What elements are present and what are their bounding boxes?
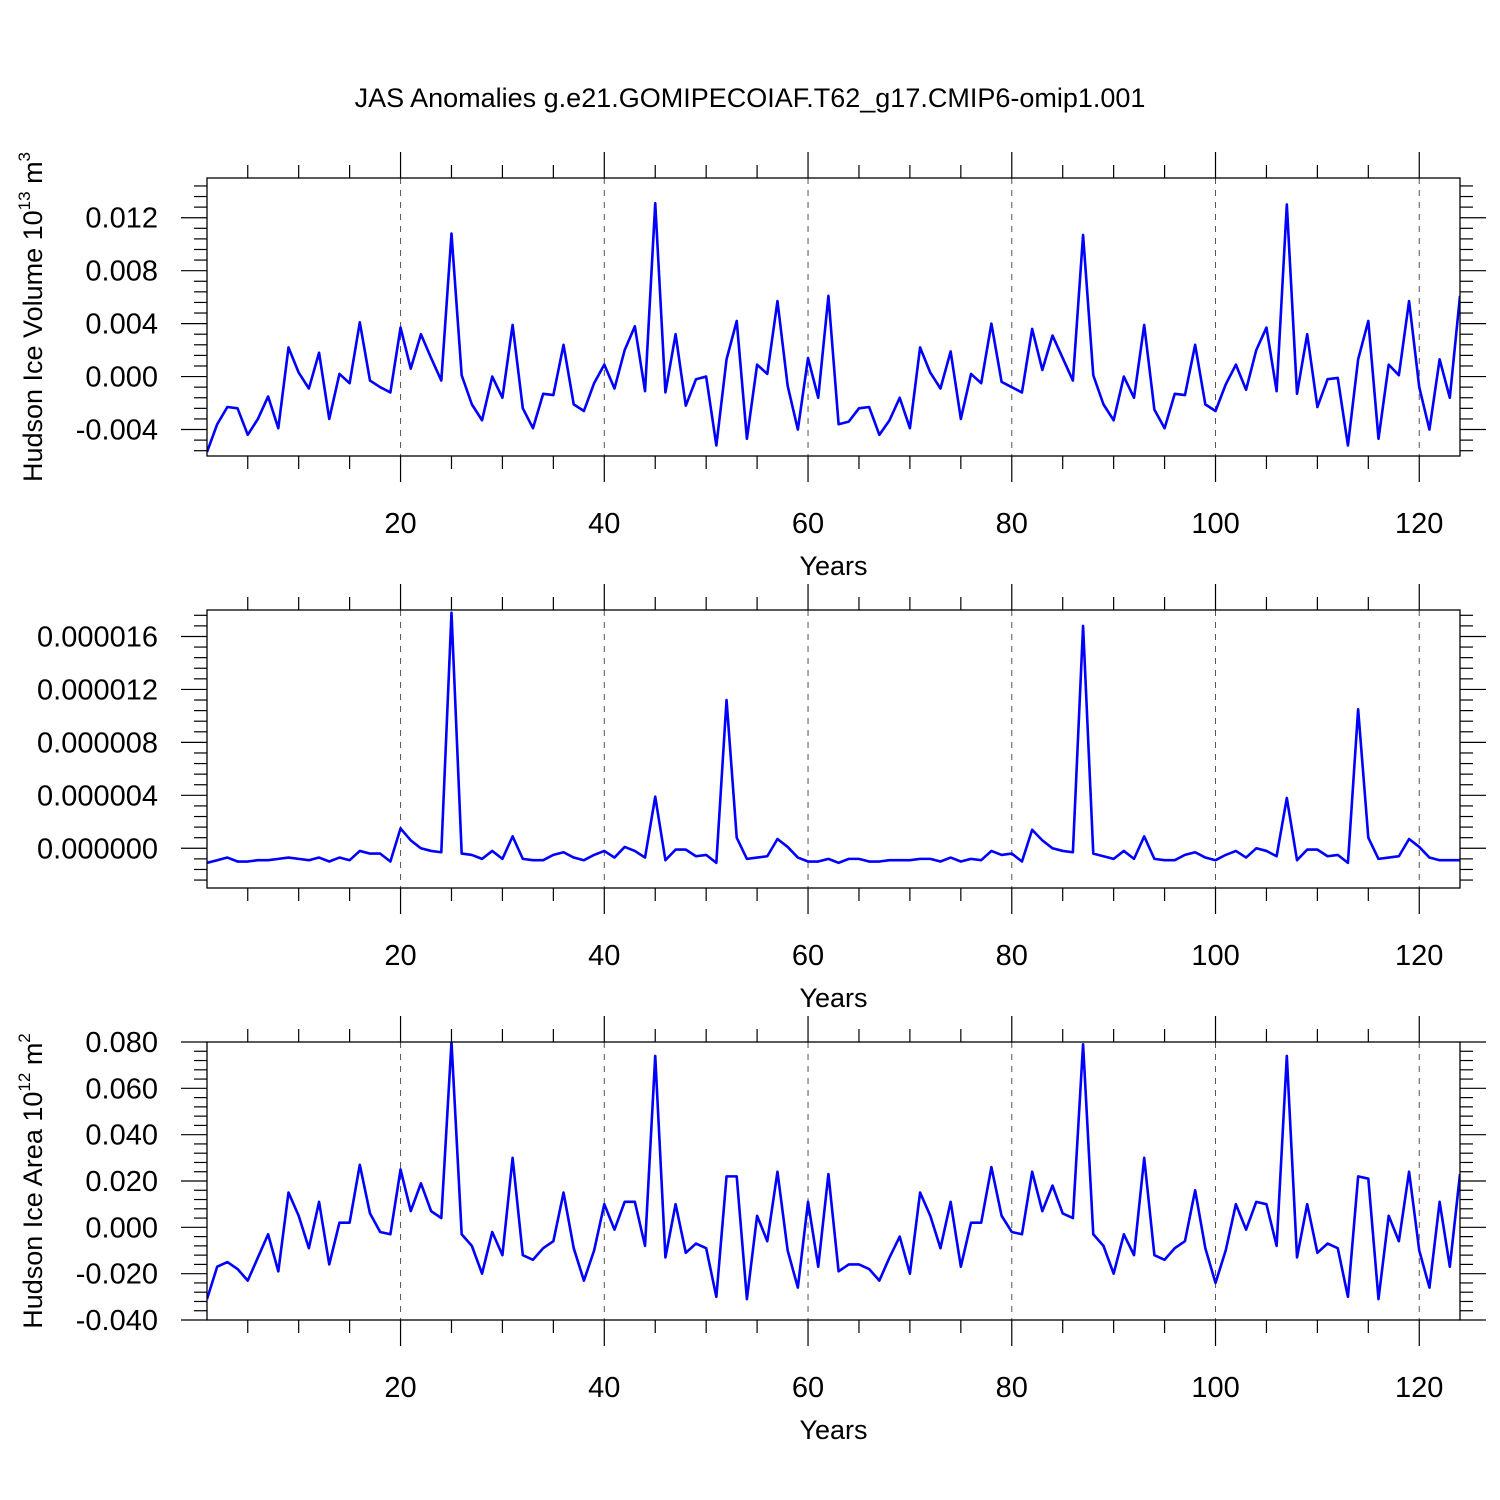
x-tick-label: 100 (1191, 1372, 1239, 1404)
y-tick-label: 0.080 (85, 1027, 158, 1059)
y-axis-title-part: m (18, 161, 48, 191)
x-tick-label: 20 (384, 1372, 416, 1404)
y-axis-title-superscript: 2 (15, 1033, 34, 1042)
x-axis-title: Years (799, 983, 867, 1013)
y-tick-label: 0.020 (85, 1166, 158, 1198)
y-tick-label: 0.012 (85, 203, 158, 235)
x-tick-label: 60 (792, 1372, 824, 1404)
x-tick-label: 80 (996, 1372, 1028, 1404)
y-tick-label: -0.040 (76, 1305, 158, 1337)
x-tick-label: 40 (588, 508, 620, 540)
x-tick-label: 60 (792, 508, 824, 540)
x-tick-label: 100 (1191, 940, 1239, 972)
y-tick-label: 0.008 (85, 256, 158, 288)
figure-title: JAS Anomalies g.e21.GOMIPECOIAF.T62_g17.… (355, 83, 1146, 113)
y-tick-label: 0.000000 (37, 833, 158, 865)
y-tick-label: -0.004 (76, 415, 158, 447)
x-tick-label: 120 (1395, 940, 1443, 972)
x-tick-label: 40 (588, 940, 620, 972)
x-tick-label: 80 (996, 940, 1028, 972)
y-tick-label: 0.004 (85, 309, 158, 341)
y-axis-title-part: Hudson Ice Area 10 (18, 1092, 48, 1329)
y-tick-label: 0.000 (85, 1212, 158, 1244)
y-axis-title-part: Hudson Ice Volume 10 (18, 210, 48, 482)
y-tick-label: 0.000016 (37, 621, 158, 653)
x-tick-label: 60 (792, 940, 824, 972)
y-tick-label: 0.060 (85, 1073, 158, 1105)
y-tick-label: 0.000 (85, 362, 158, 394)
y-axis-title-superscript: 13 (15, 191, 34, 210)
x-axis-title: Years (799, 551, 867, 581)
y-axis-title-superscript: 12 (15, 1073, 34, 1092)
y-tick-label: 0.000012 (37, 674, 158, 706)
y-tick-label: 0.000008 (37, 727, 158, 759)
x-tick-label: 20 (384, 508, 416, 540)
y-tick-label: 0.000004 (37, 780, 158, 812)
x-axis-title: Years (799, 1415, 867, 1445)
x-tick-label: 120 (1395, 508, 1443, 540)
x-tick-label: 80 (996, 508, 1028, 540)
x-tick-label: 40 (588, 1372, 620, 1404)
y-axis-title-part: m (18, 1043, 48, 1073)
figure: JAS Anomalies g.e21.GOMIPECOIAF.T62_g17.… (0, 0, 1500, 1500)
x-tick-label: 20 (384, 940, 416, 972)
x-tick-label: 100 (1191, 508, 1239, 540)
y-axis-title-superscript: 3 (15, 152, 34, 161)
y-tick-label: -0.020 (76, 1259, 158, 1291)
y-tick-label: 0.040 (85, 1120, 158, 1152)
x-tick-label: 120 (1395, 1372, 1443, 1404)
